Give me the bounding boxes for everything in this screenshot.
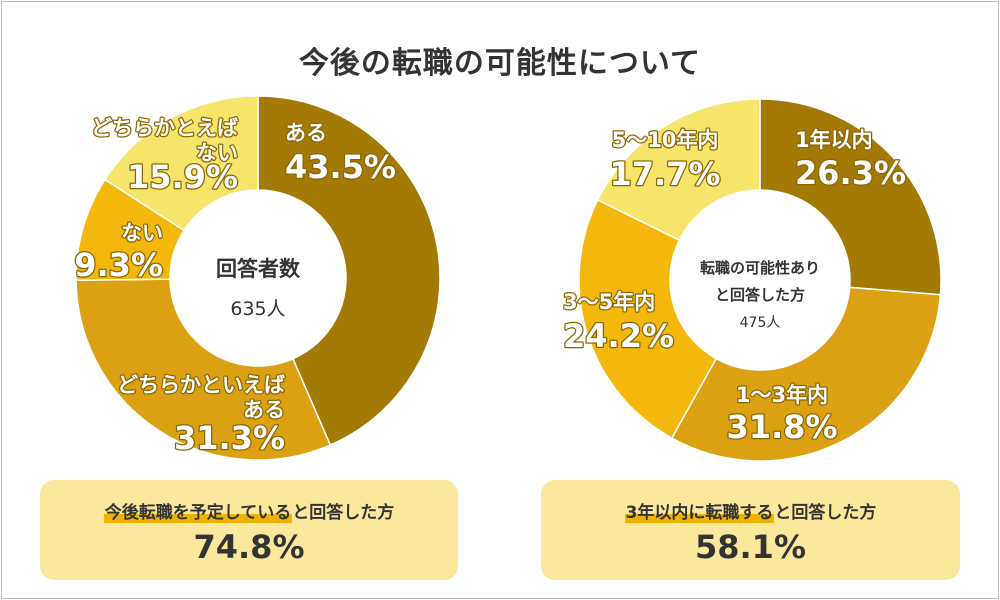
donut2-slice-4: [596, 98, 761, 242]
donut2-label-text-3-1: 3〜5年内: [563, 290, 655, 314]
donut2-center-text-2: と回答した方: [715, 286, 805, 304]
donut2-value-3: 24.2%: [563, 317, 674, 355]
donut2-center-text-1: 転職の可能性あり: [700, 259, 820, 277]
donut1-label-text-4-2: ない: [196, 141, 238, 165]
summary-caption-right: 3年以内に転職すると回答した方: [541, 498, 960, 523]
summary-caption-highlight-right: 3年以内に転職する: [624, 503, 775, 523]
donut1-value-4: 15.9%: [127, 158, 238, 196]
donut1-label-3: ない9.3%: [73, 220, 164, 286]
donut2-center-text-3: 475人: [740, 315, 781, 331]
summary-caption-rest-left: と回答した方: [292, 503, 395, 523]
donut1-value-1: 43.5%: [285, 148, 396, 186]
donut1-value-3: 9.3%: [74, 246, 163, 284]
summary-caption-rest-right: と回答した方: [774, 503, 877, 523]
donut1-center-text-1: 回答者数: [216, 257, 301, 281]
donut2-label-text-2-1: 1〜3年内: [736, 383, 828, 407]
donut2-slice-1: [759, 98, 942, 296]
donut1-center-text-2: 635人: [230, 298, 285, 320]
donut1-value-2: 31.3%: [174, 419, 285, 457]
donut2-value-4: 17.7%: [609, 155, 720, 193]
page-title: 今後の転職の可能性について: [298, 46, 702, 81]
donut2-label-4: 5〜10年内 17.7%: [608, 127, 722, 195]
donut2-value-1: 26.3%: [795, 154, 906, 192]
summary-value-right: 58.1%: [694, 528, 806, 566]
donut2-label-text-1-1: 1年以内: [795, 128, 873, 152]
donut1-label-text-4-1: どちらかとえば: [91, 116, 238, 140]
donut2-value-2: 31.8%: [726, 408, 837, 446]
donut2-slice-3: [578, 198, 718, 440]
donut1-label-text-2-1: どちらかといえば: [117, 373, 285, 397]
summary-box-left: 今後転職を予定していると回答した方 74.8%: [40, 480, 458, 580]
donut1-label-1: ある 43.5%: [284, 120, 398, 188]
donut1-label-text-3-1: ない: [121, 221, 163, 245]
donut1-slice-2: [75, 278, 332, 461]
donut1-slice-4: [103, 95, 259, 232]
summary-value-left: 74.8%: [193, 528, 305, 566]
summary-caption-left: 今後転職を予定していると回答した方: [40, 498, 458, 523]
summary-caption-highlight-left: 今後転職を予定している: [103, 503, 293, 523]
donut1-slice-1: [257, 95, 441, 447]
donut2-slice-2: [670, 286, 942, 462]
donut2-label-text-4-1: 5〜10年内: [612, 128, 719, 152]
summary-box-right: 3年以内に転職すると回答した方 58.1%: [541, 480, 960, 580]
donut2-label-3: 3〜5年内 24.2%: [562, 289, 676, 357]
donut1-label-text-1-1: ある: [285, 121, 327, 145]
donut1-label-text-2-2: ある: [243, 398, 285, 422]
